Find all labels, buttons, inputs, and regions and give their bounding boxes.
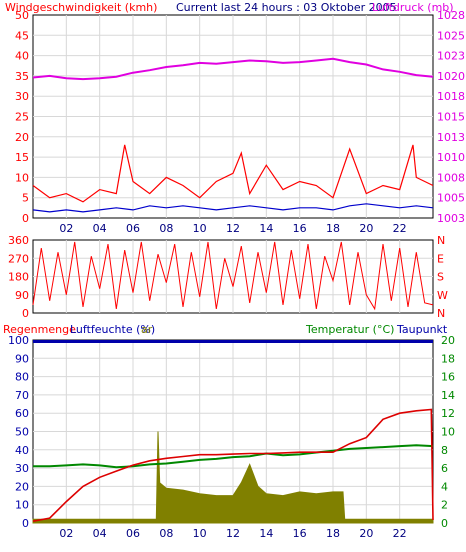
x-tick-label: 14 xyxy=(259,222,273,235)
humidity-tick-label: 40 xyxy=(15,444,29,457)
y-tick-label-left: 20 xyxy=(15,131,29,144)
x-tick-label: 04 xyxy=(93,527,107,540)
y-tick-label-left: 35 xyxy=(15,70,29,83)
humidity-label: Luftfeuchte (%) xyxy=(70,323,155,336)
y-tick-label-right: 1013 xyxy=(437,131,465,144)
compass-tick-label: N xyxy=(437,307,445,320)
humidity-tick-label: 0 xyxy=(22,517,29,530)
y-tick-label-left: 15 xyxy=(15,151,29,164)
x-tick-label: 12 xyxy=(226,222,240,235)
y-tick-label-right: 1010 xyxy=(437,151,465,164)
temp-label: Temperatur (°C) xyxy=(305,323,394,336)
x-tick-label: 14 xyxy=(259,527,273,540)
x-tick-label: 06 xyxy=(126,222,140,235)
y-tick-label-left: 40 xyxy=(15,50,29,63)
temperature-tick-label: 12 xyxy=(441,407,455,420)
y-tick-label-right: 1020 xyxy=(437,70,465,83)
x-tick-label: 10 xyxy=(193,527,207,540)
x-tick-label: 18 xyxy=(326,222,340,235)
y-tick-label-right: 1018 xyxy=(437,90,465,103)
compass-tick-label: S xyxy=(437,271,444,284)
direction-tick-label: 360 xyxy=(8,234,29,247)
x-tick-label: 04 xyxy=(93,222,107,235)
humidity-tick-label: 50 xyxy=(15,426,29,439)
y-tick-label-right: 1005 xyxy=(437,192,465,205)
rain-humidity-temp-panel: 0102030405060708090100024681012141618200… xyxy=(8,334,455,540)
temperature-tick-label: 0 xyxy=(441,517,448,530)
temperature-tick-label: 18 xyxy=(441,352,455,365)
temperature-tick-label: 4 xyxy=(441,480,448,493)
wind-average-line xyxy=(32,203,434,213)
humidity-tick-label: 20 xyxy=(15,480,29,493)
wind-pressure-panel: 0510152025303540455010031005100810101013… xyxy=(15,9,465,235)
humidity-tick-label: 10 xyxy=(15,499,29,512)
y-tick-label-left: 0 xyxy=(22,212,29,225)
compass-tick-label: E xyxy=(437,252,444,265)
direction-tick-label: 90 xyxy=(15,289,29,302)
y-tick-label-left: 30 xyxy=(15,90,29,103)
dew-label: Taupunkt xyxy=(396,323,448,336)
wind-speed-line xyxy=(32,144,434,203)
compass-tick-label: N xyxy=(437,234,445,247)
x-tick-label: 08 xyxy=(159,527,173,540)
humidity-area xyxy=(32,431,434,524)
x-tick-label: 02 xyxy=(59,527,73,540)
y-tick-label-left: 5 xyxy=(22,192,29,205)
temperature-tick-label: 16 xyxy=(441,371,455,384)
humidity-tick-label: 70 xyxy=(15,389,29,402)
direction-tick-label: 180 xyxy=(8,271,29,284)
temperature-tick-label: 20 xyxy=(441,334,455,347)
y-tick-label-right: 1008 xyxy=(437,171,465,184)
y-tick-label-right: 1028 xyxy=(437,9,465,22)
humidity-tick-label: 100 xyxy=(8,334,29,347)
x-tick-label: 12 xyxy=(226,527,240,540)
y-tick-label-left: 25 xyxy=(15,111,29,124)
humidity-tick-label: 60 xyxy=(15,407,29,420)
temperature-line xyxy=(33,444,434,469)
rain-line xyxy=(32,408,434,522)
pressure-title: Luftdruck (mb) xyxy=(372,1,454,14)
pressure-line xyxy=(32,57,434,81)
x-tick-label: 22 xyxy=(393,527,407,540)
x-tick-label: 02 xyxy=(59,222,73,235)
temperature-tick-label: 6 xyxy=(441,462,448,475)
humidity-tick-label: 30 xyxy=(15,462,29,475)
y-tick-label-right: 1023 xyxy=(437,50,465,63)
temperature-tick-label: 2 xyxy=(441,499,448,512)
x-tick-label: 16 xyxy=(293,222,307,235)
y-tick-label-right: 1025 xyxy=(437,29,465,42)
humidity-tick-label: 80 xyxy=(15,371,29,384)
rain-label: Regenmenge xyxy=(3,323,76,336)
x-tick-label: 06 xyxy=(126,527,140,540)
x-tick-label: 18 xyxy=(326,527,340,540)
y-tick-label-right: 1003 xyxy=(437,212,465,225)
current-label: Current last 24 hours : 03 Oktober 2005 xyxy=(176,1,397,14)
x-tick-label: 08 xyxy=(159,222,173,235)
x-tick-label: 20 xyxy=(359,222,373,235)
x-tick-label: 20 xyxy=(359,527,373,540)
temperature-tick-label: 10 xyxy=(441,426,455,439)
direction-tick-label: 0 xyxy=(22,307,29,320)
wind-title: Windgeschwindigkeit (kmh) xyxy=(5,1,157,14)
y-tick-label-right: 1015 xyxy=(437,111,465,124)
direction-tick-label: 270 xyxy=(8,252,29,265)
x-tick-label: 10 xyxy=(193,222,207,235)
x-tick-label: 22 xyxy=(393,222,407,235)
wind-direction-line xyxy=(32,241,434,311)
temperature-tick-label: 8 xyxy=(441,444,448,457)
x-tick-label: 16 xyxy=(293,527,307,540)
humidity-tick-label: 90 xyxy=(15,352,29,365)
temperature-tick-label: 14 xyxy=(441,389,455,402)
y-tick-label-left: 10 xyxy=(15,171,29,184)
y-tick-label-left: 50 xyxy=(15,9,29,22)
compass-tick-label: W xyxy=(437,289,448,302)
humidity-percent-suffix: ar xyxy=(141,323,153,336)
y-tick-label-left: 45 xyxy=(15,29,29,42)
